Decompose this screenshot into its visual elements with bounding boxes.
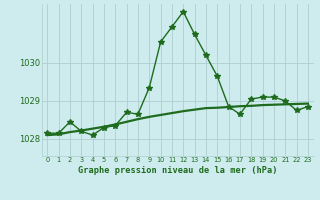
X-axis label: Graphe pression niveau de la mer (hPa): Graphe pression niveau de la mer (hPa) [78, 166, 277, 175]
